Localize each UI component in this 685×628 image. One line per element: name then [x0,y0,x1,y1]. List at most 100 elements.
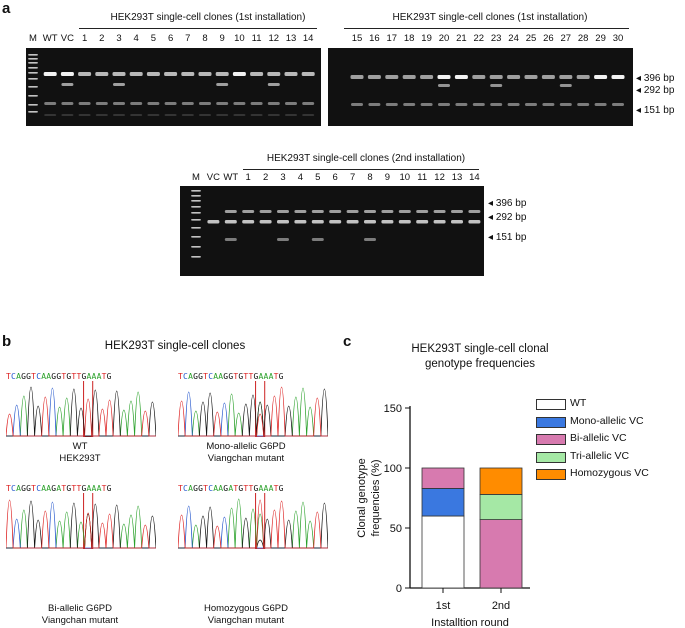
gel3-lane-label: WT [223,172,239,183]
gel-band [311,238,324,241]
y-axis-label: Clonal genotype frequencies (%) [356,458,382,538]
base-letter: T [203,372,209,381]
panel-b-title: HEK293T single-cell clones [104,340,246,352]
base-letter: T [248,372,254,381]
gel3-lane-label: 5 [315,172,321,183]
base-letter: A [46,372,52,381]
legend-swatch [536,416,566,428]
gel-band [112,72,126,76]
gel-band [285,114,297,116]
base-letter: C [11,484,17,493]
base-letter: T [31,372,37,381]
gel-band [267,72,281,76]
gel-band [61,83,74,86]
panel-label-c: c [343,333,352,350]
base-letter: T [273,484,279,493]
base-letter: A [41,484,47,493]
base-letter: C [36,484,42,493]
base-letter: G [193,484,199,493]
gel-band [577,103,590,106]
base-letter: T [101,484,107,493]
gel-band [301,72,315,76]
base-letter: A [16,484,22,493]
y-tick-label: 150 [384,403,402,415]
mutation-highlight-box [83,381,94,437]
gel2-lane-label: 30 [612,33,624,44]
gel-band [216,83,229,86]
bar-segment-tri-allelic-vc [479,494,523,521]
base-letter: G [223,372,229,381]
gel-band [490,84,503,87]
base-letter: G [198,372,204,381]
gel-band [164,114,177,116]
gel-band [28,86,38,88]
gel-band [146,72,160,76]
chrom4-trace [178,493,328,549]
gel3-lane-label: 2 [262,172,269,183]
gel1-lane-label: M [29,33,37,44]
base-letter: A [263,484,269,493]
x-axis-label: Installtion round [431,617,509,628]
base-letter: A [218,484,224,493]
gel2-lane-label: 20 [438,33,450,44]
genotype-chart: 0 50 100 150 Clonal genotype frequencies (%) 1… [356,403,530,628]
gel2-lane-label: 18 [403,33,415,44]
base-letter: G [238,372,244,381]
gel-band [472,103,485,106]
gel2-band-151: ◂ 151 bp [636,105,675,116]
gel2-band-292: ◂ 292 bp [636,85,675,96]
gel2-lane-label: 23 [490,33,502,44]
gel-band [329,220,342,224]
gel1-lane-label: 6 [167,33,174,44]
base-letter: G [106,484,112,493]
base-letter: C [208,484,214,493]
gel-band [199,102,211,105]
base-letter: G [81,372,87,381]
gel-band [612,103,624,106]
base-letter: T [243,372,249,381]
gel-band [346,210,359,213]
x-tick-label: 1st [436,600,451,612]
gel-band [28,72,38,74]
base-letter: G [26,372,32,381]
gel2-lane-label: 29 [595,33,606,44]
gel-band [381,220,394,224]
gel2-lane-label: 21 [456,33,467,44]
gel-band [302,114,315,116]
gel-band [385,75,399,79]
gel-band [191,212,201,214]
chrom4-label-line2: Viangchan mutant [207,615,285,626]
legend-label: WT [570,397,587,409]
legend-swatch [536,451,566,463]
chrom2-sequence: TCAGGTCAAGGTGTTGAAATG [178,372,284,381]
base-letter: T [71,372,77,381]
gel3-lane-label: 4 [297,172,304,183]
gel1-title: HEK293T single-cell clones (1st installa… [110,12,306,23]
gel-band [277,220,289,224]
base-letter: A [213,484,219,493]
gel3-lane-label: 3 [280,172,286,183]
bar-segment-wt [421,515,465,589]
gel-band [472,75,486,79]
gel-band [43,72,57,76]
base-letter: G [21,372,27,381]
gel-band [250,114,263,116]
gel3-lane-label: 1 [245,172,251,183]
gel-band [385,103,398,106]
base-letter: T [101,372,107,381]
gel-band [233,102,246,105]
gel-band [364,220,376,224]
gel-band [438,84,450,87]
base-letter: G [238,484,244,493]
gel3-lane-label: 7 [349,172,356,183]
base-letter: G [106,372,112,381]
gel-band [250,72,264,76]
base-letter: T [6,484,12,493]
gel-band [28,54,38,56]
gel2-lane-label: 22 [473,33,485,44]
gel-band [507,103,520,106]
gel-band [207,220,220,224]
gel-band [78,114,91,116]
gel-band [350,75,364,79]
base-letter: G [253,484,259,493]
